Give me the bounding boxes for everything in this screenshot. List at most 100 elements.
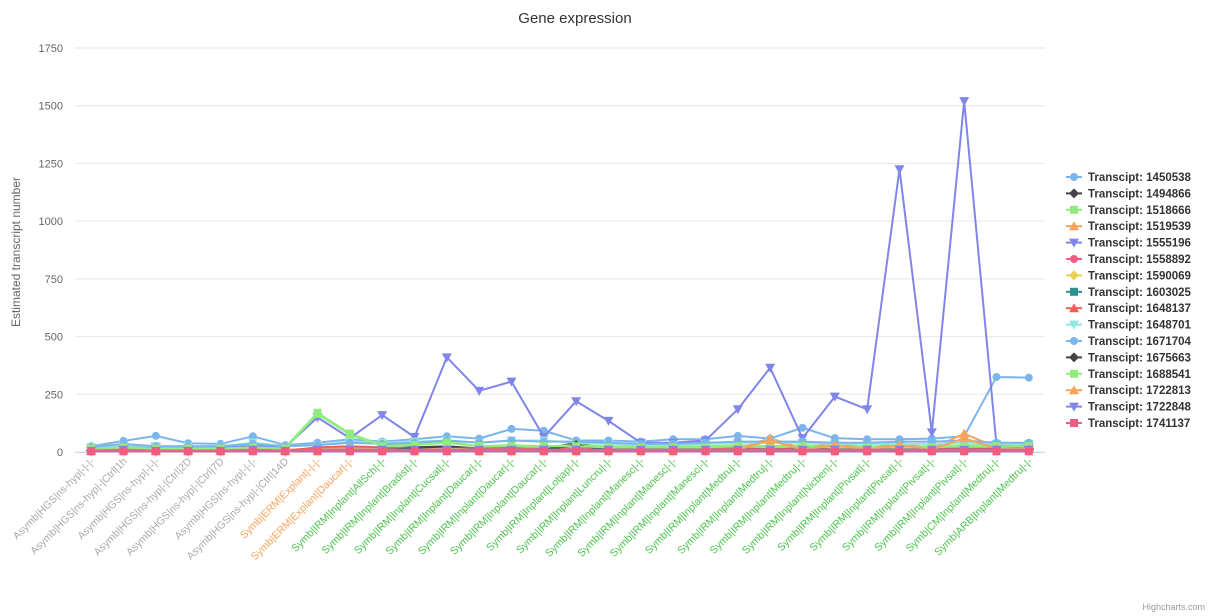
data-point[interactable] — [151, 431, 160, 440]
data-point[interactable] — [475, 447, 484, 456]
data-point[interactable] — [798, 447, 807, 456]
series-line[interactable] — [91, 439, 1029, 449]
data-point[interactable] — [992, 447, 1001, 456]
data-point[interactable] — [636, 447, 645, 456]
legend-item[interactable]: Transcipt: 1590069 — [1066, 270, 1191, 282]
data-point[interactable] — [959, 428, 970, 438]
legend-item[interactable]: Transcipt: 1648701 — [1066, 320, 1192, 332]
legend: Transcipt: 1450538 Transcipt: 1494866 Tran… — [1066, 172, 1192, 430]
data-point[interactable] — [604, 447, 613, 456]
data-point[interactable] — [765, 435, 776, 445]
data-point[interactable] — [410, 447, 419, 456]
legend-item[interactable]: Transcipt: 1675663 — [1066, 352, 1191, 364]
data-point[interactable] — [798, 423, 807, 432]
data-point[interactable] — [766, 447, 775, 456]
data-point[interactable] — [862, 405, 873, 415]
legend-item[interactable]: Transcipt: 1688541 — [1066, 369, 1192, 381]
data-point[interactable] — [959, 433, 970, 443]
data-point[interactable] — [959, 97, 970, 107]
data-point[interactable] — [1024, 447, 1033, 456]
series-line[interactable] — [91, 448, 1029, 452]
legend-item[interactable]: Transcipt: 1450538 — [1066, 172, 1192, 184]
legend-marker-symbol — [1070, 255, 1078, 263]
data-point[interactable] — [539, 447, 548, 456]
legend-marker-symbol — [1069, 385, 1079, 395]
data-point[interactable] — [248, 447, 257, 456]
data-point[interactable] — [669, 447, 678, 456]
legend-label: Transcipt: 1722848 — [1088, 402, 1192, 414]
data-point[interactable] — [927, 447, 936, 456]
data-point[interactable] — [377, 411, 388, 421]
data-point[interactable] — [603, 416, 614, 426]
data-point[interactable] — [184, 447, 193, 456]
data-point[interactable] — [506, 377, 517, 387]
legend-label: Transcipt: 1494866 — [1088, 188, 1191, 200]
data-point[interactable] — [572, 447, 581, 456]
data-point[interactable] — [829, 392, 840, 402]
data-point[interactable] — [701, 447, 710, 456]
data-point[interactable] — [733, 431, 742, 440]
data-point[interactable] — [960, 447, 969, 456]
legend-marker-symbol — [1069, 352, 1079, 363]
data-point[interactable] — [151, 447, 160, 456]
legend-label: Transcipt: 1558892 — [1088, 254, 1191, 266]
legend-item[interactable]: Transcipt: 1741137 — [1066, 418, 1190, 430]
legend-marker-symbol — [1070, 205, 1078, 214]
data-point[interactable] — [441, 353, 452, 363]
data-point[interactable] — [248, 432, 257, 441]
legend-item[interactable]: Transcipt: 1722848 — [1066, 402, 1192, 414]
data-point[interactable] — [765, 363, 776, 373]
data-point[interactable] — [313, 409, 322, 418]
data-point[interactable] — [926, 428, 937, 438]
data-point[interactable] — [863, 447, 872, 456]
data-point[interactable] — [894, 165, 905, 175]
data-point[interactable] — [442, 447, 451, 456]
data-point[interactable] — [345, 447, 354, 456]
data-point[interactable] — [345, 430, 354, 439]
data-point[interactable] — [119, 447, 128, 456]
data-point[interactable] — [507, 447, 516, 456]
y-axis-label: Estimated transcript number — [9, 177, 23, 327]
data-point[interactable] — [830, 447, 839, 456]
legend-item[interactable]: Transcipt: 1555196 — [1066, 238, 1191, 250]
legend-label: Transcipt: 1450538 — [1088, 172, 1192, 184]
legend-item[interactable]: Transcipt: 1722813 — [1066, 385, 1191, 397]
data-point[interactable] — [442, 438, 451, 447]
y-tick-label: 250 — [45, 389, 63, 401]
data-point[interactable] — [313, 447, 322, 456]
legend-marker-symbol — [1070, 369, 1078, 378]
legend-label: Transcipt: 1518666 — [1088, 205, 1191, 217]
data-point[interactable] — [216, 447, 225, 456]
data-point[interactable] — [87, 447, 96, 456]
data-point[interactable] — [992, 372, 1001, 381]
data-point[interactable] — [733, 447, 742, 456]
series-line[interactable] — [91, 375, 1029, 448]
legend-item[interactable]: Transcipt: 1518666 — [1066, 205, 1191, 217]
data-point[interactable] — [571, 397, 582, 407]
y-tick-label: 1250 — [39, 158, 63, 170]
legend-item[interactable]: Transcipt: 1519539 — [1066, 221, 1191, 233]
series-16[interactable] — [87, 447, 1033, 456]
data-point[interactable] — [345, 438, 354, 447]
series-group — [86, 97, 1034, 456]
data-point[interactable] — [732, 405, 743, 415]
data-point[interactable] — [1024, 373, 1033, 382]
legend-label: Transcipt: 1603025 — [1088, 287, 1192, 299]
legend-item[interactable]: Transcipt: 1603025 — [1066, 287, 1192, 299]
data-point[interactable] — [409, 432, 420, 442]
legend-item[interactable]: Transcipt: 1558892 — [1066, 254, 1191, 266]
legend-item[interactable]: Transcipt: 1671704 — [1066, 336, 1192, 348]
y-tick-label: 1750 — [39, 43, 63, 55]
series-line[interactable] — [91, 100, 1029, 450]
legend-item[interactable]: Transcipt: 1494866 — [1066, 188, 1191, 200]
data-point[interactable] — [507, 424, 516, 433]
data-point[interactable] — [474, 386, 485, 396]
data-point[interactable] — [378, 447, 387, 456]
legend-label: Transcipt: 1648701 — [1088, 320, 1192, 332]
series-line[interactable] — [91, 412, 1029, 450]
data-point[interactable] — [895, 447, 904, 456]
credits-label[interactable]: Highcharts.com — [1142, 602, 1205, 612]
data-point[interactable] — [281, 447, 290, 456]
legend-item[interactable]: Transcipt: 1648137 — [1066, 303, 1191, 315]
